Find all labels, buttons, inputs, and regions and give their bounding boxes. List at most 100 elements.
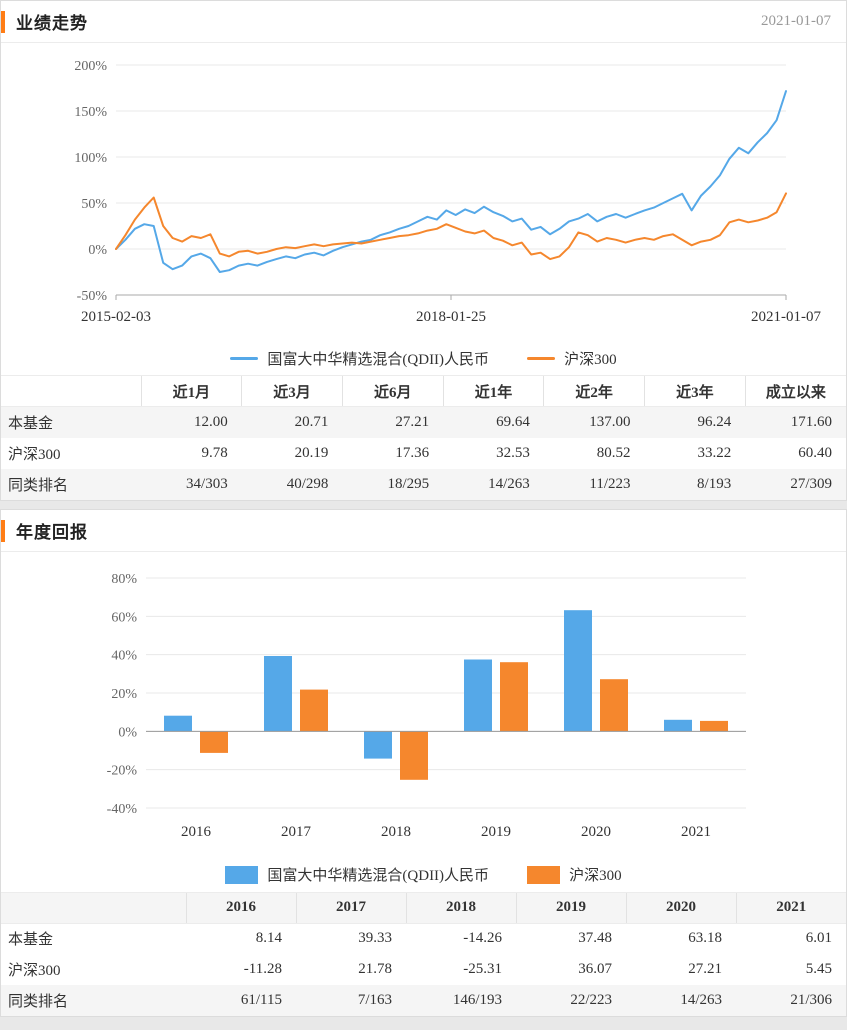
cell-rank-1y: 14/263 <box>488 475 530 492</box>
cell-index-inception: 60.40 <box>798 444 832 461</box>
row-label-index: 沪深300 <box>8 446 61 463</box>
annual-panel-header: 年度回报 <box>1 510 846 552</box>
title-accent-bar <box>1 11 5 33</box>
cell-rank-2019: 22/223 <box>570 992 612 1008</box>
index-line-swatch-icon <box>527 356 556 360</box>
cell-index-1m: 9.78 <box>201 444 228 461</box>
cell-fund-2y: 137.00 <box>589 413 631 430</box>
svg-text:-40%: -40% <box>107 802 138 817</box>
cell-index-2019: 36.07 <box>578 961 612 977</box>
svg-text:80%: 80% <box>111 572 137 587</box>
title-accent-bar <box>1 519 5 542</box>
cell-index-2021: 5.45 <box>805 961 832 977</box>
performance-panel-title: 业绩走势 <box>16 14 88 33</box>
cell-fund-2016: 8.14 <box>255 930 282 947</box>
cell-index-2020: 27.21 <box>688 961 722 977</box>
corner-cell <box>1 891 186 924</box>
cell-index-2016: -11.28 <box>243 961 282 977</box>
legend-item-index[interactable]: 沪深300 <box>527 864 622 885</box>
svg-text:0%: 0% <box>118 725 137 740</box>
performance-trend-panel: 业绩走势 2021-01-07 -50% 0% 50% 100% 150% 200% 201… <box>0 0 847 501</box>
table-row-index: 沪深300 9.78 20.19 17.36 32.53 80.52 33.22… <box>1 438 846 469</box>
cell-rank-3y: 8/193 <box>697 475 732 492</box>
svg-text:50%: 50% <box>81 197 107 212</box>
cell-index-3y: 33.22 <box>697 444 732 461</box>
annual-return-bar-chart: -40% -20% 0% 20% 40% 60% 80% 2016 2017 2018 2019 20… <box>107 572 746 840</box>
legend-label-fund: 国富大中华精选混合(QDII)人民币 <box>267 351 490 368</box>
cell-rank-2020: 14/263 <box>680 992 722 1008</box>
legend-item-fund[interactable]: 国富大中华精选混合(QDII)人民币 <box>225 864 489 885</box>
svg-text:150%: 150% <box>74 105 107 120</box>
svg-text:2017: 2017 <box>281 824 312 840</box>
annual-panel-title: 年度回报 <box>16 522 88 542</box>
col-header-3m: 近3月 <box>241 375 343 407</box>
cell-fund-1m: 12.00 <box>193 413 228 430</box>
table-row-rank: 同类排名 61/115 7/163 146/193 22/223 14/263 … <box>1 985 846 1016</box>
row-label-fund: 本基金 <box>8 932 54 949</box>
col-header-3y: 近3年 <box>644 375 746 407</box>
svg-text:40%: 40% <box>111 648 137 663</box>
annual-table-header-row: 2016 2017 2018 2019 2020 2021 <box>1 891 846 924</box>
cell-index-2y: 80.52 <box>596 444 631 461</box>
col-header-2017: 2017 <box>295 891 406 924</box>
col-header-1m: 近1月 <box>140 375 242 407</box>
cell-index-1y: 32.53 <box>496 444 530 461</box>
col-header-2y: 近2年 <box>543 375 645 407</box>
col-header-2018: 2018 <box>405 891 516 924</box>
svg-text:2019: 2019 <box>481 824 511 840</box>
svg-text:-20%: -20% <box>107 763 138 778</box>
cell-rank-2016: 61/115 <box>240 992 282 1008</box>
performance-panel-header: 业绩走势 2021-01-07 <box>1 1 846 43</box>
cell-fund-3y: 96.24 <box>697 413 732 430</box>
cell-rank-3m: 40/298 <box>286 475 329 492</box>
fund-line-swatch-icon <box>230 356 259 360</box>
line-chart-legend: 国富大中华精选混合(QDII)人民币 沪深300 <box>1 341 846 375</box>
row-label-rank: 同类排名 <box>8 477 69 494</box>
cell-rank-2y: 11/223 <box>589 475 631 492</box>
cell-index-3m: 20.19 <box>294 444 329 461</box>
performance-table: 近1月 近3月 近6月 近1年 近2年 近3年 成立以来 本基金 12.00 2… <box>1 375 846 500</box>
cell-fund-2020: 63.18 <box>688 930 722 947</box>
col-header-2016: 2016 <box>185 891 296 924</box>
annual-return-panel: 年度回报 -40% -20% 0% 20% 40% 60% 80% 2016 2017 2018 2… <box>0 508 847 1017</box>
cell-rank-inception: 27/309 <box>790 475 832 492</box>
cell-fund-2017: 39.33 <box>358 930 392 947</box>
cell-rank-2021: 21/306 <box>790 992 832 1008</box>
col-header-2020: 2020 <box>625 891 736 924</box>
performance-table-header-row: 近1月 近3月 近6月 近1年 近2年 近3年 成立以来 <box>1 375 846 407</box>
svg-text:2016: 2016 <box>181 824 212 840</box>
cell-fund-inception: 171.60 <box>790 413 832 430</box>
svg-text:60%: 60% <box>111 610 137 625</box>
cell-index-2017: 21.78 <box>358 961 392 977</box>
cell-fund-1y: 69.64 <box>496 413 530 430</box>
table-row-index: 沪深300 -11.28 21.78 -25.31 36.07 27.21 5.… <box>1 954 846 985</box>
cell-fund-2018: -14.26 <box>463 930 502 947</box>
svg-text:-50%: -50% <box>77 289 108 304</box>
report-date: 2021-01-07 <box>761 13 831 29</box>
row-label-fund: 本基金 <box>8 415 54 432</box>
svg-text:0%: 0% <box>88 243 107 258</box>
col-header-2019: 2019 <box>515 891 626 924</box>
cell-fund-6m: 27.21 <box>395 413 430 430</box>
annual-return-table: 2016 2017 2018 2019 2020 2021 本基金 8.14 3… <box>1 891 846 1016</box>
cell-rank-2018: 146/193 <box>452 992 502 1008</box>
cell-index-2018: -25.31 <box>463 961 502 977</box>
legend-label-index: 沪深300 <box>564 351 617 368</box>
svg-text:20%: 20% <box>111 687 137 702</box>
bar-chart-legend: 国富大中华精选混合(QDII)人民币 沪深300 <box>1 858 846 892</box>
svg-text:2018: 2018 <box>381 824 411 840</box>
svg-text:2018-01-25: 2018-01-25 <box>416 309 486 325</box>
cell-fund-3m: 20.71 <box>294 413 329 430</box>
legend-item-index[interactable]: 沪深300 <box>527 348 617 369</box>
row-label-index: 沪深300 <box>8 963 61 979</box>
svg-text:2020: 2020 <box>581 824 611 840</box>
col-header-2021: 2021 <box>735 891 846 924</box>
svg-text:2021: 2021 <box>681 824 711 840</box>
legend-label-index: 沪深300 <box>569 868 622 884</box>
table-row-rank: 同类排名 34/303 40/298 18/295 14/263 11/223 … <box>1 468 846 500</box>
legend-item-fund[interactable]: 国富大中华精选混合(QDII)人民币 <box>230 348 489 369</box>
cell-rank-6m: 18/295 <box>387 475 430 492</box>
table-row-fund: 本基金 8.14 39.33 -14.26 37.48 63.18 6.01 <box>1 923 846 954</box>
legend-label-fund: 国富大中华精选混合(QDII)人民币 <box>267 868 490 884</box>
row-label-rank: 同类排名 <box>8 994 69 1010</box>
